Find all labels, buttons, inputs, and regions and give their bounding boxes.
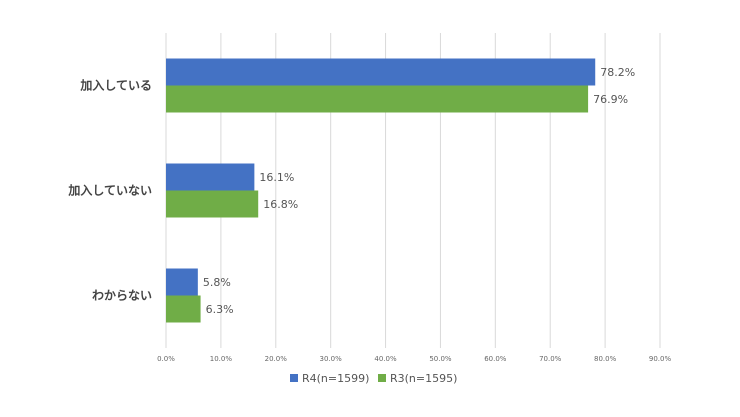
x-tick-labels: 0.0% 10.0% 20.0% 30.0% 40.0% 50.0% 60.0% 70.0% 8… (157, 355, 671, 363)
bar (166, 58, 596, 86)
data-label: 78.2% (600, 66, 635, 79)
x-tick-label: 10.0% (210, 355, 233, 363)
x-tick-label: 70.0% (539, 355, 562, 363)
category-label: わからない (92, 289, 152, 303)
bar (166, 85, 589, 113)
legend-label: R3(n=1595) (390, 372, 457, 385)
bar (166, 190, 259, 218)
x-tick-label: 0.0% (157, 355, 175, 363)
legend: R4(n=1599) R3(n=1595) (290, 372, 457, 385)
bars: 78.2% 76.9% 16.1% 16.8% 5.8% 6.3% (166, 58, 635, 323)
legend-swatch (378, 374, 386, 382)
data-label: 16.8% (263, 198, 298, 211)
legend-swatch (290, 374, 298, 382)
data-label: 76.9% (593, 93, 628, 106)
data-label: 16.1% (259, 171, 294, 184)
bar (166, 268, 198, 296)
x-tick-label: 80.0% (594, 355, 617, 363)
data-label: 6.3% (206, 303, 234, 316)
data-label: 5.8% (203, 276, 231, 289)
category-label: 加入している (79, 78, 152, 93)
x-tick-label: 40.0% (374, 355, 397, 363)
x-tick-label: 20.0% (265, 355, 288, 363)
x-tick-label: 30.0% (320, 355, 343, 363)
legend-label: R4(n=1599) (302, 372, 369, 385)
bar (166, 163, 255, 191)
x-tick-label: 50.0% (429, 355, 452, 363)
x-tick-label: 90.0% (649, 355, 672, 363)
x-tick-label: 60.0% (484, 355, 507, 363)
category-label: 加入していない (67, 183, 152, 198)
bar (166, 295, 201, 323)
